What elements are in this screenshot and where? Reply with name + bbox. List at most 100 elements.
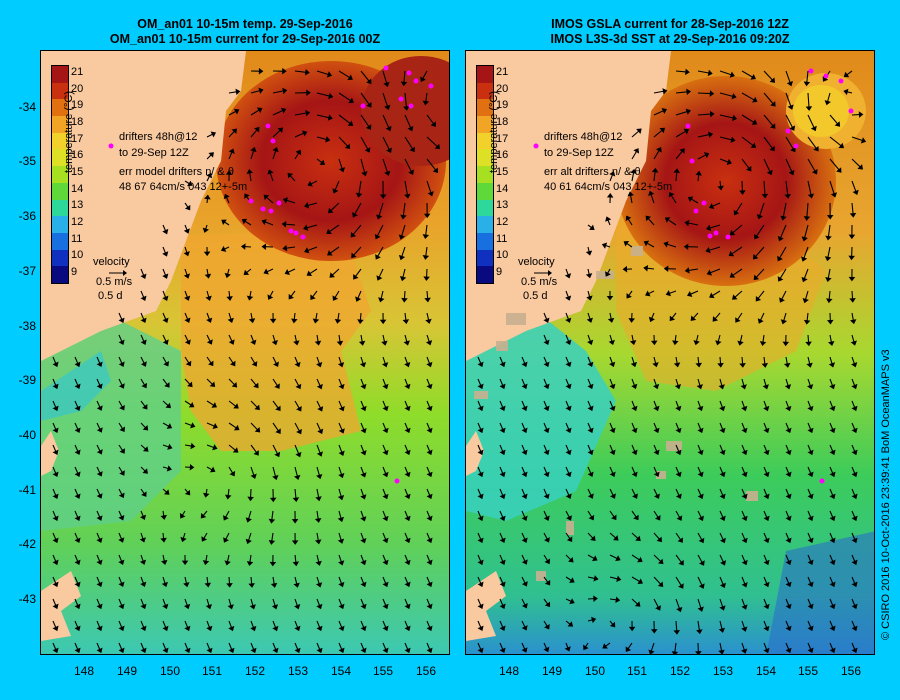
velocity-arrow-head <box>382 383 389 390</box>
velocity-arrow-head <box>587 339 594 346</box>
velocity-arrow <box>609 532 616 539</box>
velocity-arrow <box>426 532 431 540</box>
velocity-arrow-head <box>499 493 506 500</box>
velocity-arrow-head <box>376 214 383 220</box>
velocity-arrow-head <box>337 495 345 501</box>
velocity-arrow <box>404 532 409 540</box>
velocity-arrow-head <box>404 559 411 566</box>
velocity-arrow <box>719 488 724 496</box>
velocity-arrow-head <box>426 647 433 654</box>
velocity-arrow <box>653 576 662 585</box>
velocity-arrow-head <box>140 361 147 367</box>
velocity-arrow-head <box>631 405 638 412</box>
velocity-arrow <box>360 136 369 150</box>
velocity-arrow <box>426 356 431 364</box>
velocity-arrow-head <box>813 145 819 152</box>
velocity-arrow <box>631 466 636 474</box>
velocity-arrow-head <box>293 582 300 588</box>
velocity-arrow-head <box>355 192 363 198</box>
velocity-arrow <box>382 554 387 562</box>
velocity-arrow-head <box>750 73 756 80</box>
velocity-arrow <box>206 576 209 584</box>
velocity-arrow <box>587 444 592 452</box>
velocity-arrow-head <box>351 252 357 259</box>
velocity-arrow <box>294 152 300 160</box>
velocity-arrow <box>829 136 842 147</box>
velocity-arrow-head <box>96 361 103 368</box>
velocity-arrow <box>226 197 230 204</box>
velocity-arrow-head <box>564 646 571 652</box>
velocity-arrow-head <box>587 449 594 456</box>
velocity-arrow-head <box>206 625 213 632</box>
velocity-arrow <box>829 400 834 408</box>
velocity-arrow <box>805 290 809 300</box>
velocity-arrow <box>829 466 834 474</box>
velocity-arrow-head <box>718 384 725 390</box>
velocity-arrow <box>851 444 856 452</box>
velocity-arrow <box>338 444 343 453</box>
colorbar-label: 13 <box>71 199 84 211</box>
velocity-arrow <box>228 642 233 650</box>
velocity-arrow <box>829 444 834 452</box>
velocity-arrow <box>224 246 230 250</box>
velocity-arrow-head <box>296 406 302 412</box>
velocity-arrow-head <box>245 517 252 523</box>
velocity-arrow <box>250 422 258 431</box>
velocity-arrow <box>477 598 482 606</box>
velocity-arrow <box>271 510 274 520</box>
velocity-arrow <box>763 180 766 195</box>
velocity-arrow <box>851 290 854 299</box>
velocity-arrow <box>272 422 279 432</box>
left-title: OM_an01 10-15m temp. 29-Sep-2016 OM_an01… <box>40 17 450 47</box>
velocity-arrow-head <box>741 648 748 654</box>
velocity-arrow-head <box>316 603 323 610</box>
velocity-arrow <box>269 290 274 297</box>
velocity-arrow <box>162 290 167 298</box>
velocity-arrow-head <box>246 295 254 301</box>
velocity-arrow-head <box>74 449 81 455</box>
velocity-arrow-head <box>761 362 769 368</box>
velocity-arrow-head <box>593 595 598 602</box>
velocity-arrow-head <box>741 493 748 500</box>
velocity-arrow-head <box>96 603 103 610</box>
velocity-arrow <box>293 312 296 320</box>
velocity-arrow <box>653 422 658 430</box>
colorbar-label: 15 <box>496 166 509 178</box>
velocity-arrow-head <box>609 621 616 628</box>
velocity-arrow-head <box>587 471 594 478</box>
velocity-arrow <box>804 224 809 238</box>
velocity-arrow <box>756 224 765 237</box>
velocity-arrow-head <box>338 647 345 654</box>
velocity-arrow <box>697 620 700 631</box>
velocity-arrow <box>426 576 431 584</box>
velocity-arrow-head <box>587 493 594 499</box>
velocity-arrow-head <box>770 101 776 107</box>
velocity-arrow-head <box>664 217 671 223</box>
velocity-arrow <box>338 356 342 364</box>
velocity-arrow <box>205 224 208 230</box>
velocity-arrow-head <box>379 194 387 199</box>
velocity-arrow-head <box>719 582 726 589</box>
velocity-arrow-head <box>499 603 506 609</box>
velocity-arrow-head <box>268 518 276 524</box>
velocity-arrow-head <box>314 539 322 545</box>
velocity-arrow-head <box>293 340 300 346</box>
velocity-arrow-head <box>608 339 615 346</box>
velocity-arrow <box>609 598 617 601</box>
velocity-arrow <box>675 554 682 563</box>
colorbar-label: 17 <box>71 133 84 145</box>
velocity-arrow <box>521 466 526 474</box>
velocity-arrow-head <box>52 603 59 610</box>
velocity-arrow-head <box>201 536 208 542</box>
velocity-arrow-head <box>52 427 59 434</box>
velocity-arrow <box>741 576 746 585</box>
velocity-arrow-head <box>568 556 574 563</box>
velocity-arrow <box>203 532 208 539</box>
velocity-arrow-head <box>261 243 267 251</box>
velocity-arrow <box>118 642 123 650</box>
velocity-arrow <box>653 110 664 116</box>
velocity-arrow-head <box>275 405 281 412</box>
velocity-arrow-head <box>707 69 713 77</box>
velocity-arrow-head <box>360 647 367 654</box>
velocity-arrow <box>52 466 57 474</box>
